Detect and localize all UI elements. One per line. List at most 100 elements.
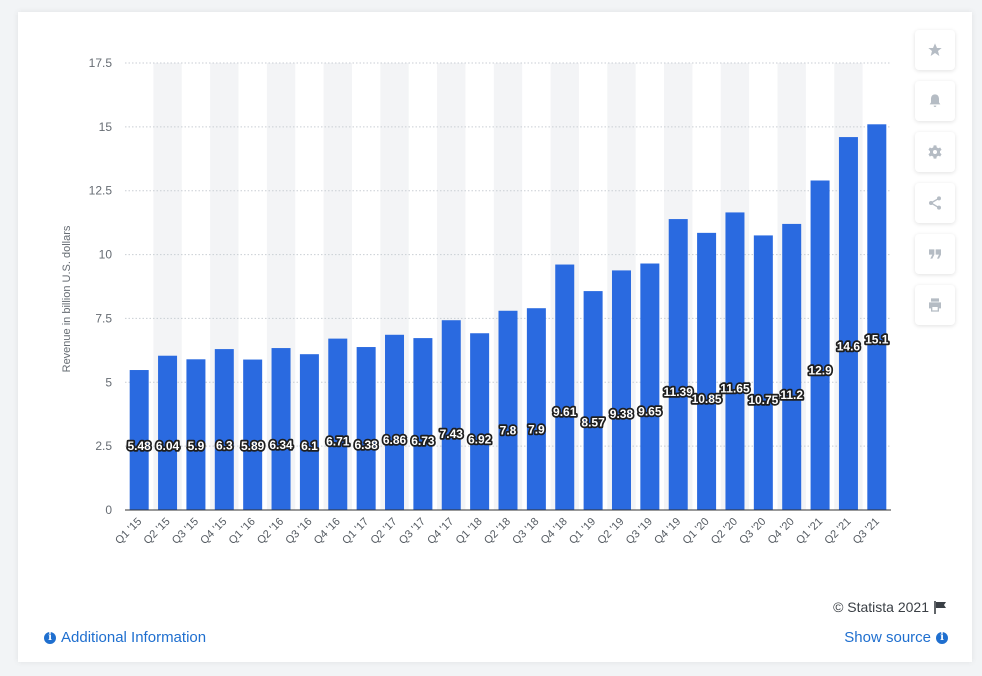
- bar[interactable]: [243, 359, 263, 510]
- data-label: 6.92: [468, 432, 492, 446]
- flag-icon: [934, 600, 946, 614]
- bar[interactable]: [413, 338, 433, 510]
- x-tick-label: Q4 '19: [652, 516, 683, 547]
- data-label-halo: 6.34: [269, 438, 293, 452]
- data-label-halo: 6.1: [301, 439, 318, 453]
- bar[interactable]: [498, 310, 518, 510]
- data-label-halo: 6.3: [216, 439, 233, 453]
- bar[interactable]: [470, 333, 490, 510]
- y-tick-label: 15: [99, 120, 113, 134]
- bar[interactable]: [838, 137, 858, 510]
- x-tick-label: Q4 '16: [312, 516, 343, 547]
- data-label-halo: 5.48: [128, 439, 152, 453]
- data-label: 6.38: [354, 438, 378, 452]
- data-labels: 5.485.48 6.046.04 5.95.9 6.36.3 5.895.89 6.34…: [126, 331, 891, 455]
- data-label-halo: 9.61: [553, 405, 577, 419]
- x-tick-label: Q1 '20: [681, 516, 712, 547]
- bars: [129, 124, 887, 511]
- chart-toolbar: [915, 30, 955, 336]
- bar[interactable]: [611, 270, 631, 510]
- x-tick-label: Q2 '21: [822, 516, 853, 547]
- data-label: 6.86: [383, 433, 407, 447]
- data-label-halo: 7.8: [500, 423, 517, 437]
- settings-button[interactable]: [915, 132, 955, 172]
- bar[interactable]: [214, 349, 234, 510]
- bar[interactable]: [640, 263, 660, 510]
- additional-information-label: Additional Information: [61, 629, 207, 646]
- bar[interactable]: [385, 334, 405, 510]
- x-tick-label: Q3 '18: [510, 516, 541, 547]
- data-label-halo: 15.1: [865, 332, 889, 346]
- data-label-halo: 6.73: [411, 434, 435, 448]
- bar[interactable]: [158, 355, 178, 510]
- data-label-halo: 6.71: [326, 434, 350, 448]
- x-tick-label: Q2 '17: [368, 516, 399, 547]
- bar[interactable]: [725, 212, 745, 510]
- bar[interactable]: [555, 264, 575, 510]
- data-label: 7.43: [440, 427, 464, 441]
- x-tick-label: Q1 '18: [454, 516, 485, 547]
- data-label: 5.9: [188, 439, 205, 453]
- data-label: 12.9: [808, 364, 832, 378]
- x-tick-label: Q4 '15: [198, 516, 229, 547]
- data-label: 8.57: [581, 415, 605, 429]
- share-button[interactable]: [915, 183, 955, 223]
- cite-button[interactable]: [915, 234, 955, 274]
- data-label-halo: 9.65: [638, 404, 662, 418]
- bell-icon: [929, 94, 941, 107]
- bar[interactable]: [356, 347, 376, 510]
- bar[interactable]: [271, 348, 291, 510]
- bar[interactable]: [186, 359, 206, 510]
- data-label-halo: 10.75: [748, 393, 778, 407]
- data-label: 7.8: [500, 423, 517, 437]
- data-label: 6.3: [216, 439, 233, 453]
- chart-card: 0 2.5 5 7.5 10 12.5 15 17.5 Revenue in billion …: [18, 12, 972, 662]
- x-tick-label: Q2 '16: [255, 516, 286, 547]
- data-label-halo: 5.9: [188, 439, 205, 453]
- bar[interactable]: [441, 320, 461, 510]
- print-button[interactable]: [915, 285, 955, 325]
- data-label-halo: 7.43: [440, 427, 464, 441]
- bar[interactable]: [299, 354, 319, 510]
- bar[interactable]: [697, 232, 717, 511]
- data-label-halo: 6.38: [354, 438, 378, 452]
- bar[interactable]: [810, 180, 830, 511]
- x-tick-label: Q1 '17: [340, 516, 371, 547]
- x-tick-label: Q3 '16: [283, 516, 314, 547]
- data-label: 6.34: [269, 438, 293, 452]
- bar[interactable]: [782, 223, 802, 511]
- star-button[interactable]: [915, 30, 955, 70]
- data-label: 5.89: [241, 439, 265, 453]
- bar[interactable]: [753, 235, 773, 510]
- bar[interactable]: [129, 370, 149, 510]
- data-label-halo: 9.38: [610, 407, 634, 421]
- x-tick-label: Q1 '19: [567, 516, 598, 547]
- data-label-halo: 6.92: [468, 432, 492, 446]
- y-tick-label: 0: [105, 503, 112, 517]
- notification-button[interactable]: [915, 81, 955, 121]
- x-tick-label: Q1 '21: [794, 516, 825, 547]
- gear-icon: [928, 145, 942, 159]
- bar[interactable]: [867, 124, 887, 510]
- x-tick-label: Q3 '20: [737, 516, 768, 547]
- additional-information-link[interactable]: i Additional Information: [44, 629, 206, 646]
- x-tick-label: Q3 '21: [851, 516, 882, 547]
- data-label-halo: 14.6: [837, 339, 861, 353]
- y-tick-label: 5: [105, 375, 112, 389]
- x-tick-label: Q2 '19: [595, 516, 626, 547]
- bar[interactable]: [583, 291, 603, 510]
- bar[interactable]: [328, 338, 348, 510]
- data-label-halo: 11.39: [664, 385, 694, 399]
- data-label-halo: 6.86: [383, 433, 407, 447]
- bar[interactable]: [526, 308, 546, 510]
- data-label-halo: 6.04: [156, 439, 180, 453]
- data-label-halo: 12.9: [808, 364, 832, 378]
- statista-credits[interactable]: © Statista 2021: [833, 599, 948, 615]
- show-source-link[interactable]: Show source i: [844, 629, 948, 646]
- bar[interactable]: [668, 219, 688, 510]
- star-icon: [928, 43, 942, 56]
- x-tick-label: Q4 '18: [539, 516, 570, 547]
- x-tick-label: Q2 '18: [482, 516, 513, 547]
- data-label: 9.61: [553, 405, 577, 419]
- x-tick-label: Q4 '20: [766, 516, 797, 547]
